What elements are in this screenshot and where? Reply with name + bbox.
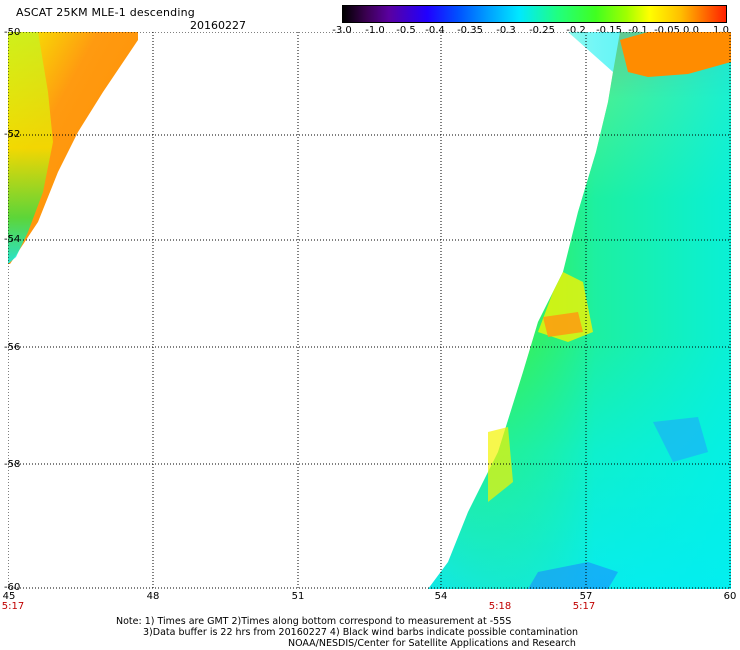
- swath-top-left-edge: [8, 32, 53, 264]
- colorbar-tick: -0.2: [566, 25, 586, 36]
- time-label: 5:17: [1, 601, 25, 612]
- lon-label: 51: [291, 591, 305, 602]
- colorbar-tick: -0.4: [425, 25, 445, 36]
- product-date: 20160227: [190, 19, 246, 32]
- colorbar: [342, 5, 727, 23]
- swath-right-blue-bottom: [528, 562, 618, 589]
- colorbar-tick: -0.15: [596, 25, 622, 36]
- colorbar-ticks: -3.0 -1.0 -0.5 -0.4 -0.35 -0.3 -0.25 -0.…: [330, 25, 740, 37]
- colorbar-tick: -3.0: [332, 25, 352, 36]
- colorbar-tick: 1.0: [713, 25, 729, 36]
- colorbar-tick: -0.1: [628, 25, 648, 36]
- time-label: 5:18: [488, 601, 512, 612]
- product-title: ASCAT 25KM MLE-1 descending: [16, 6, 195, 19]
- lat-label: -54: [4, 234, 21, 245]
- colorbar-tick: 0.0: [683, 25, 699, 36]
- lat-label: -58: [4, 459, 21, 470]
- wind-map: [8, 32, 731, 589]
- swath-right-orange-top: [620, 32, 731, 77]
- lat-label: -60: [4, 582, 21, 593]
- lon-label: 60: [723, 591, 737, 602]
- colorbar-tick: -1.0: [365, 25, 385, 36]
- note-line-2: 3)Data buffer is 22 hrs from 20160227 4)…: [143, 627, 579, 638]
- lat-label: -56: [4, 342, 21, 353]
- lon-label: 45: [2, 591, 16, 602]
- lon-label: 54: [434, 591, 448, 602]
- colorbar-tick: -0.25: [529, 25, 555, 36]
- note-line-1: Note: 1) Times are GMT 2)Times along bot…: [116, 616, 512, 627]
- colorbar-tick: -0.3: [496, 25, 516, 36]
- graticule: [8, 32, 731, 589]
- note-line-3: NOAA/NESDIS/Center for Satellite Applica…: [288, 638, 576, 649]
- colorbar-tick: -0.05: [654, 25, 680, 36]
- swath-right-orange-patch: [543, 312, 583, 337]
- colorbar-tick: -0.5: [396, 25, 416, 36]
- lon-label: 48: [146, 591, 160, 602]
- time-label: 5:17: [572, 601, 596, 612]
- lat-label: -52: [4, 129, 21, 140]
- lat-label: -50: [4, 27, 21, 38]
- colorbar-tick: -0.35: [457, 25, 483, 36]
- lon-label: 57: [579, 591, 593, 602]
- swath-right-blue-patch: [653, 417, 708, 462]
